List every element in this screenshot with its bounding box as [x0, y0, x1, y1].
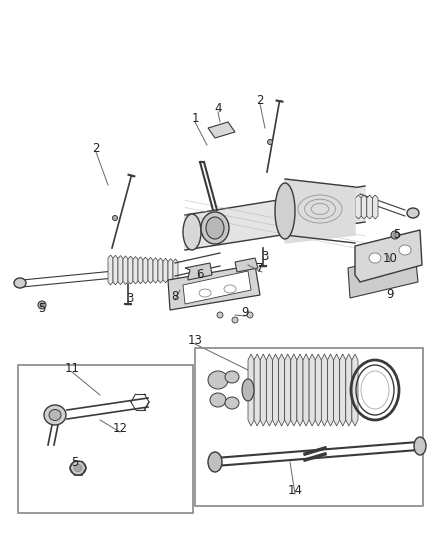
- Ellipse shape: [210, 393, 226, 407]
- Polygon shape: [153, 257, 158, 283]
- Polygon shape: [279, 354, 285, 426]
- Ellipse shape: [201, 212, 229, 244]
- Text: 14: 14: [287, 483, 303, 497]
- Ellipse shape: [275, 183, 295, 239]
- Polygon shape: [148, 257, 153, 284]
- Text: 13: 13: [187, 334, 202, 346]
- Text: 5: 5: [71, 456, 79, 469]
- Polygon shape: [321, 354, 328, 426]
- Polygon shape: [173, 259, 178, 282]
- Bar: [18, 365, 193, 513]
- Text: 9: 9: [386, 287, 394, 301]
- Polygon shape: [123, 256, 128, 285]
- Ellipse shape: [407, 208, 419, 218]
- Polygon shape: [143, 257, 148, 284]
- Polygon shape: [108, 255, 113, 285]
- Ellipse shape: [49, 409, 61, 421]
- Polygon shape: [285, 179, 355, 243]
- Text: 6: 6: [196, 268, 204, 280]
- Polygon shape: [350, 195, 356, 219]
- Polygon shape: [346, 354, 352, 426]
- Text: 8: 8: [171, 289, 179, 303]
- Ellipse shape: [391, 231, 399, 239]
- Text: 9: 9: [241, 305, 249, 319]
- Polygon shape: [348, 252, 418, 298]
- Polygon shape: [328, 354, 334, 426]
- Ellipse shape: [414, 437, 426, 455]
- Ellipse shape: [247, 312, 253, 318]
- Ellipse shape: [113, 215, 117, 221]
- Text: 12: 12: [113, 422, 127, 434]
- Bar: [195, 348, 423, 506]
- Text: 3: 3: [261, 249, 268, 262]
- Polygon shape: [272, 354, 279, 426]
- Text: 5: 5: [38, 302, 46, 314]
- Ellipse shape: [208, 371, 228, 389]
- Ellipse shape: [225, 371, 239, 383]
- Ellipse shape: [224, 285, 236, 293]
- Polygon shape: [303, 354, 309, 426]
- Ellipse shape: [242, 379, 254, 401]
- Polygon shape: [183, 271, 251, 304]
- Polygon shape: [339, 354, 346, 426]
- Ellipse shape: [70, 461, 86, 475]
- Text: 1: 1: [191, 111, 199, 125]
- Ellipse shape: [399, 245, 411, 255]
- Text: 2: 2: [256, 93, 264, 107]
- Polygon shape: [291, 354, 297, 426]
- Polygon shape: [315, 354, 321, 426]
- Polygon shape: [248, 354, 254, 426]
- Text: 7: 7: [256, 262, 264, 274]
- Polygon shape: [260, 354, 266, 426]
- Ellipse shape: [369, 253, 381, 263]
- Polygon shape: [128, 256, 133, 284]
- Polygon shape: [168, 259, 173, 282]
- Text: 10: 10: [382, 252, 397, 264]
- Polygon shape: [168, 265, 260, 310]
- Polygon shape: [297, 354, 303, 426]
- Polygon shape: [208, 122, 235, 138]
- Ellipse shape: [38, 301, 46, 309]
- Polygon shape: [118, 256, 123, 285]
- Ellipse shape: [268, 140, 272, 144]
- Polygon shape: [334, 354, 339, 426]
- Ellipse shape: [74, 464, 82, 472]
- Polygon shape: [235, 258, 258, 272]
- Text: 5: 5: [393, 228, 401, 240]
- Ellipse shape: [217, 312, 223, 318]
- Text: 11: 11: [64, 361, 80, 375]
- Polygon shape: [254, 354, 260, 426]
- Ellipse shape: [232, 317, 238, 323]
- Text: 2: 2: [92, 141, 100, 155]
- Polygon shape: [113, 255, 118, 285]
- Ellipse shape: [208, 452, 222, 472]
- Polygon shape: [185, 263, 212, 280]
- Polygon shape: [185, 186, 365, 250]
- Polygon shape: [352, 354, 358, 426]
- Ellipse shape: [393, 233, 397, 237]
- Polygon shape: [266, 354, 272, 426]
- Polygon shape: [361, 195, 367, 219]
- Polygon shape: [356, 195, 361, 219]
- Ellipse shape: [199, 289, 211, 297]
- Ellipse shape: [225, 397, 239, 409]
- Polygon shape: [133, 256, 138, 284]
- Polygon shape: [138, 257, 143, 284]
- Polygon shape: [309, 354, 315, 426]
- Ellipse shape: [14, 278, 26, 288]
- Ellipse shape: [44, 405, 66, 425]
- Text: 3: 3: [126, 292, 134, 304]
- Text: 4: 4: [214, 101, 222, 115]
- Ellipse shape: [40, 303, 44, 307]
- Polygon shape: [367, 195, 372, 219]
- Polygon shape: [163, 259, 168, 283]
- Ellipse shape: [206, 217, 224, 239]
- Ellipse shape: [183, 214, 201, 250]
- Polygon shape: [158, 258, 163, 283]
- Polygon shape: [372, 195, 378, 219]
- Polygon shape: [355, 230, 422, 282]
- Polygon shape: [285, 354, 291, 426]
